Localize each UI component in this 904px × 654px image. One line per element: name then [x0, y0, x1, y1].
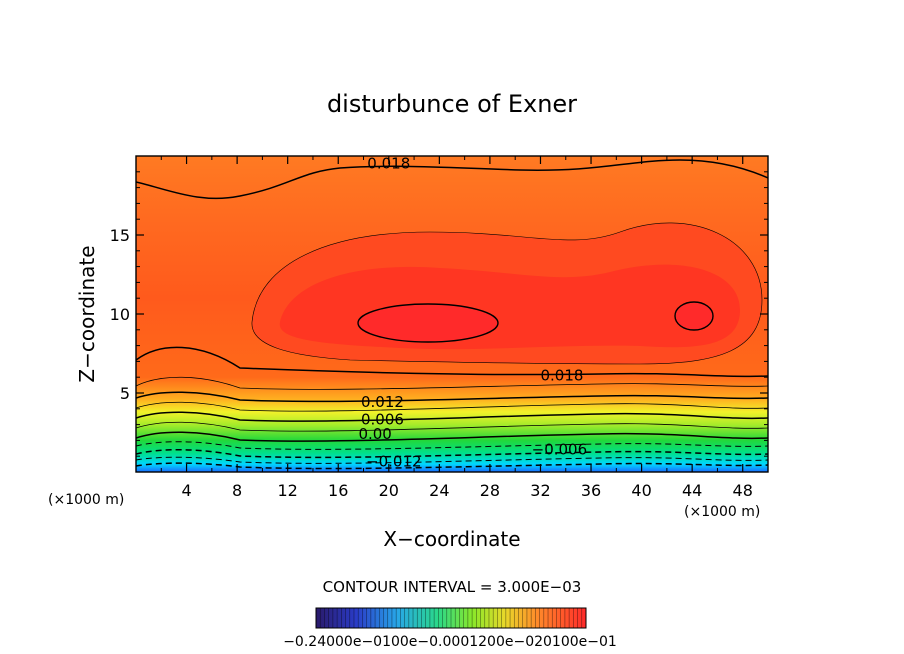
contour-line-0.015: [136, 376, 768, 390]
x-tick-label: 32: [530, 481, 550, 500]
z-tick-label: 5: [120, 384, 130, 403]
contour-label-2: 0.012: [361, 393, 404, 411]
contour-core-left: [357, 303, 499, 343]
x-unit-label: (×1000 m): [684, 504, 760, 520]
contour-interval-text: CONTOUR INTERVAL = 3.000E−03: [323, 578, 582, 596]
contour-line-m0.012: [136, 462, 768, 470]
x-tick-label: 4: [181, 481, 191, 500]
x-tick-label: 20: [379, 481, 399, 500]
contour-region-inner: [279, 264, 740, 350]
x-tick-label: 12: [278, 481, 298, 500]
z-unit-label: (×1000 m): [48, 492, 124, 508]
x-tick-label: 24: [429, 481, 449, 500]
x-tick-label: 28: [480, 481, 500, 500]
x-tick-label: 40: [631, 481, 651, 500]
contour-line-0.006: [136, 411, 768, 422]
x-tick-label: 8: [232, 481, 242, 500]
colorbar-tick-labels: −0.24000e−0100e−0.0001200e−020100e−01: [283, 634, 617, 650]
contour-line-m0.003: [136, 441, 768, 450]
contour-line-0.012: [136, 391, 768, 403]
contour-label-1: 0.018: [540, 366, 583, 384]
contour-line-0.000: [136, 431, 768, 442]
z-tick-label: 15: [110, 226, 130, 245]
x-tick-label: 48: [733, 481, 753, 500]
contour-line-0.018-lower: [136, 346, 768, 378]
contour-label-3: 0.006: [361, 411, 404, 429]
x-tick-label: 16: [328, 481, 348, 500]
contour-line-top: [136, 159, 768, 200]
contour-line-0.009: [136, 401, 768, 412]
contour-label-6: −0.012: [366, 452, 422, 470]
chart-title: disturbunce of Exner: [327, 90, 577, 118]
contour-line-m0.009: [136, 456, 768, 464]
x-axis-label: X−coordinate: [383, 527, 520, 551]
contour-core-right: [674, 301, 714, 331]
x-tick-label: 44: [682, 481, 702, 500]
x-tick-label: 36: [581, 481, 601, 500]
contour-line-0.003: [136, 421, 768, 432]
z-axis-label: Z−coordinate: [75, 245, 99, 382]
contour-label-4: 0.00: [358, 425, 391, 443]
contour-label-5: −0.006: [532, 441, 588, 459]
z-tick-label: 10: [110, 305, 130, 324]
contour-label-0: 0.018: [367, 155, 410, 173]
contour-line-m0.006: [136, 448, 768, 459]
colorbar-frame: [315, 607, 587, 629]
